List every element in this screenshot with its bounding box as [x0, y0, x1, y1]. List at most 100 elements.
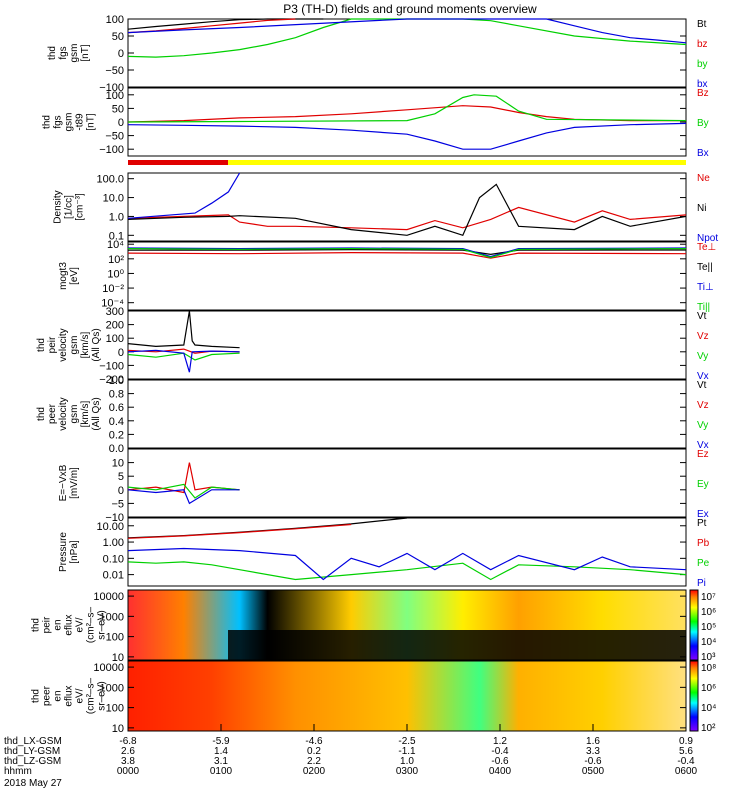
legend-entry: Vx [697, 440, 709, 451]
x-axis-date: 2018 May 27 [4, 778, 62, 789]
y-axis-label: [nPa] [69, 540, 80, 564]
series-line-By [127, 94, 687, 123]
y-axis-label: thd [36, 338, 47, 352]
legend-entry: Vy [697, 420, 708, 431]
y-axis-label: peer [42, 685, 53, 706]
y-tick-label: 100 [106, 333, 124, 345]
legend-entry: Pb [697, 538, 710, 549]
y-axis-label: en [53, 619, 64, 630]
y-axis-label: thd [31, 618, 42, 632]
x-row-label: hhmm [4, 766, 32, 777]
y-axis-label: fgs [58, 46, 69, 59]
panel-frame [127, 589, 687, 661]
y-tick-label: 0.1 [109, 230, 124, 242]
legend-entry: Pe [697, 558, 710, 569]
y-axis-label: thd [36, 407, 47, 421]
series-line-Bx [127, 122, 687, 150]
legend-entry: Vz [697, 400, 709, 411]
y-axis-label: thd [42, 115, 53, 129]
x-tick-label: 3.3 [586, 746, 600, 757]
colorbar-peer-eflux [689, 660, 699, 732]
series-line-Ne [127, 206, 687, 231]
y-axis-label: thd [31, 689, 42, 703]
y-tick-label: 10⁰ [107, 268, 124, 280]
colorbar-tick-label: 10⁶ [701, 683, 716, 694]
legend-entry: bz [697, 39, 708, 50]
y-axis-label: [cm⁻³] [75, 193, 86, 221]
panel-frame [127, 310, 687, 380]
y-tick-label: 10 [112, 723, 124, 735]
y-axis-label: en [53, 690, 64, 701]
y-axis-label: peir [47, 336, 58, 353]
x-tick-label: 0100 [210, 766, 233, 777]
y-tick-label: 300 [106, 306, 124, 318]
panel-frame [127, 517, 687, 587]
x-row-label: thd_LY-GSM [4, 746, 60, 757]
y-axis-label: -t89 [75, 113, 86, 131]
y-tick-label: 0 [118, 117, 124, 129]
x-tick-label: -4.6 [305, 736, 323, 747]
x-tick-label: 0600 [675, 766, 698, 777]
y-tick-label: 0.6 [109, 402, 124, 414]
panel-pressure: 10.00 1.00 0.10 0.01 Pressure [nPa] Pt Pb Pe Pi [58, 517, 710, 589]
legend-entry: Ey [697, 479, 709, 490]
x-tick-label: -1.1 [398, 746, 416, 757]
x-tick-label: -5.9 [212, 736, 230, 747]
y-axis-label: eV/ [75, 688, 86, 703]
y-axis-label: (cm²–s– [86, 678, 97, 715]
y-axis-label: [nT] [86, 113, 97, 130]
series-line-Vx [127, 349, 240, 373]
panel-frame [127, 379, 687, 449]
y-tick-label: −100 [99, 144, 124, 156]
legend-entry: Te|| [697, 262, 713, 273]
legend-entry: Pi [697, 578, 706, 589]
y-axis-label: fgs [53, 115, 64, 128]
x-row-label: thd_LZ-GSM [4, 756, 61, 767]
x-tick-label: 0400 [489, 766, 512, 777]
y-axis-label: velocity [58, 397, 69, 430]
series-line-Npot [127, 172, 241, 219]
x-tick-label: 0.2 [307, 746, 321, 757]
y-axis-label: eflux [64, 685, 75, 706]
y-axis-label: velocity [58, 328, 69, 361]
legend-entry: Vx [697, 371, 709, 382]
colorbar-tick-label: 10⁶ [701, 607, 716, 618]
y-axis-label: sr–eV) [97, 610, 108, 639]
y-tick-label: 1000 [100, 682, 124, 694]
x-tick-label: 1.6 [586, 736, 600, 747]
legend-entry: Ti|| [697, 302, 710, 313]
y-tick-label: 10000 [93, 591, 124, 603]
legend-entry: By [697, 118, 709, 129]
panel-density: 100.0 10.0 1.0 0.1 Density [1/cc] [cm⁻³] Ne Ni Np… [53, 172, 718, 244]
series-line-Ti|| [127, 247, 687, 259]
series-line-Ex [127, 489, 240, 505]
y-axis-label: E=−VxB [58, 464, 69, 501]
series-line-bx [127, 18, 687, 44]
x-tick-label: -6.8 [119, 736, 137, 747]
colorbar-tick-label: 10⁵ [701, 622, 716, 633]
y-axis-label: [1/cc] [64, 195, 75, 219]
series-line-Ni [127, 183, 687, 237]
legend-entry: Vy [697, 351, 708, 362]
panel-fgs-gsm: 100 50 0 −50 −100 thd fgs gsm [nT] Bt bz by bx [47, 14, 708, 94]
y-axis-label: [km/s] [80, 400, 91, 427]
heatmap-peer-eflux [128, 661, 686, 731]
y-tick-label: 0 [118, 347, 124, 359]
y-axis-label: [km/s] [80, 331, 91, 358]
legend-entry: Ni [697, 203, 706, 214]
y-tick-label: −100 [99, 82, 124, 94]
series-line-by [127, 18, 687, 58]
y-axis-label: mogt3 [58, 262, 69, 290]
series-line-Pt [127, 517, 408, 539]
y-tick-label: −10 [105, 512, 124, 524]
panel-temperature: 10⁴ 10² 10⁰ 10⁻² 10⁻⁴ mogt3 [eV] Te⊥ Te|| Ti⊥ Ti|| [58, 239, 716, 313]
y-tick-label: 10 [112, 652, 124, 664]
series-line-Te|| [128, 248, 687, 256]
x-tick-label: 0000 [117, 766, 140, 777]
y-tick-label: 0.2 [109, 429, 124, 441]
y-tick-label: −200 [99, 374, 124, 386]
y-tick-label: 100 [106, 632, 124, 644]
x-tick-label: 1.4 [214, 746, 228, 757]
